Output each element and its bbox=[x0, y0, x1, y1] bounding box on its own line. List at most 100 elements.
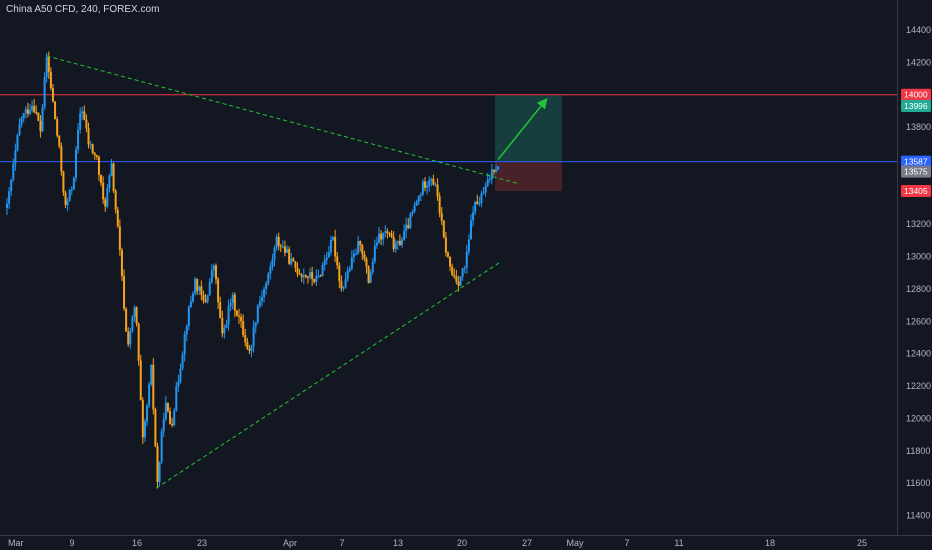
badge-entry-label: 13587 bbox=[904, 157, 928, 167]
candle-body bbox=[336, 256, 339, 266]
candle-body bbox=[428, 180, 431, 186]
candle-body bbox=[16, 135, 19, 151]
candle-body bbox=[192, 293, 195, 302]
candle-body bbox=[152, 364, 155, 410]
candle-body bbox=[68, 189, 71, 201]
candle-body bbox=[148, 384, 151, 406]
candle-body bbox=[488, 179, 491, 181]
candle-body bbox=[198, 286, 201, 291]
badge-last bbox=[901, 165, 931, 178]
candle-body bbox=[135, 307, 138, 324]
candle-body bbox=[26, 109, 29, 114]
candle-body bbox=[474, 201, 477, 213]
candle-body bbox=[154, 409, 157, 447]
y-tick-label: 14200 bbox=[906, 57, 931, 67]
candle-body bbox=[265, 283, 268, 289]
candle-body bbox=[409, 213, 412, 229]
candle-body bbox=[350, 257, 353, 269]
candle-body bbox=[102, 182, 105, 200]
candle-body bbox=[375, 242, 378, 246]
candle-body bbox=[398, 240, 401, 246]
candle-body bbox=[334, 237, 337, 257]
candle-body bbox=[24, 109, 27, 114]
candle-body bbox=[187, 306, 190, 327]
candle-body bbox=[72, 177, 75, 190]
candle-body bbox=[20, 118, 23, 125]
candle-body bbox=[141, 400, 144, 438]
candle-body bbox=[250, 346, 253, 351]
candle-body bbox=[361, 245, 364, 255]
candle-body bbox=[171, 423, 174, 426]
candle-body bbox=[482, 192, 485, 194]
candle-body bbox=[208, 282, 211, 296]
candle-body bbox=[286, 249, 289, 253]
candle-body bbox=[66, 200, 69, 206]
candle-body bbox=[166, 402, 169, 412]
lower-trendline bbox=[156, 261, 502, 489]
candle-body bbox=[219, 301, 222, 318]
candle-body bbox=[424, 181, 426, 188]
candle-body bbox=[227, 306, 230, 325]
candle-body bbox=[446, 252, 449, 257]
candle-body bbox=[465, 251, 468, 268]
candle-body bbox=[357, 241, 360, 254]
candle-body bbox=[275, 236, 278, 248]
x-tick-label: Apr bbox=[283, 538, 297, 548]
candle-body bbox=[47, 57, 50, 72]
candle-body bbox=[206, 295, 209, 302]
candle-body bbox=[317, 275, 320, 277]
candle-body bbox=[367, 266, 370, 283]
candle-body bbox=[169, 411, 172, 424]
candle-body bbox=[279, 245, 282, 247]
candle-body bbox=[210, 270, 213, 283]
candle-body bbox=[173, 410, 176, 426]
candle-body bbox=[392, 236, 395, 250]
candle-body bbox=[41, 107, 44, 132]
candle-body bbox=[81, 111, 84, 114]
candle-body bbox=[388, 233, 391, 235]
candle-body bbox=[298, 273, 301, 275]
candle-body bbox=[70, 189, 73, 191]
candle-body bbox=[302, 275, 305, 277]
badge-target-label: 13996 bbox=[904, 101, 928, 111]
candle-body bbox=[281, 246, 284, 248]
candle-body bbox=[217, 279, 220, 302]
candle-body bbox=[457, 281, 460, 286]
candle-body bbox=[204, 300, 207, 302]
candle-body bbox=[156, 446, 159, 482]
candle-body bbox=[12, 163, 15, 180]
candles bbox=[6, 51, 500, 489]
candle-body bbox=[421, 181, 424, 195]
badge-stop bbox=[901, 185, 931, 198]
badge-last-label: 13575 bbox=[904, 167, 928, 177]
y-tick-label: 12200 bbox=[906, 381, 931, 391]
candle-body bbox=[233, 294, 236, 311]
candle-body bbox=[405, 224, 408, 231]
candle-body bbox=[497, 166, 500, 170]
candle-body bbox=[175, 386, 178, 411]
candle-body bbox=[378, 233, 381, 243]
candle-body bbox=[60, 146, 63, 172]
candle-body bbox=[83, 111, 86, 120]
badge-resistance-label: 14000 bbox=[904, 90, 928, 100]
candle-body bbox=[93, 153, 96, 156]
candle-body bbox=[179, 368, 182, 382]
candle-body bbox=[384, 231, 387, 233]
candle-body bbox=[373, 245, 376, 262]
candle-body bbox=[355, 253, 358, 255]
candle-body bbox=[150, 364, 153, 385]
candle-body bbox=[91, 144, 94, 154]
candle-body bbox=[306, 276, 309, 278]
candle-body bbox=[380, 233, 383, 240]
candle-body bbox=[495, 169, 498, 172]
candle-body bbox=[51, 88, 54, 102]
candle-body bbox=[449, 256, 452, 267]
candle-body bbox=[194, 278, 197, 294]
candle-body bbox=[106, 188, 109, 207]
candle-body bbox=[64, 192, 67, 206]
candle-body bbox=[215, 265, 217, 280]
x-tick-label: 27 bbox=[522, 538, 532, 548]
target-arrow bbox=[497, 97, 548, 160]
candle-body bbox=[263, 288, 266, 298]
